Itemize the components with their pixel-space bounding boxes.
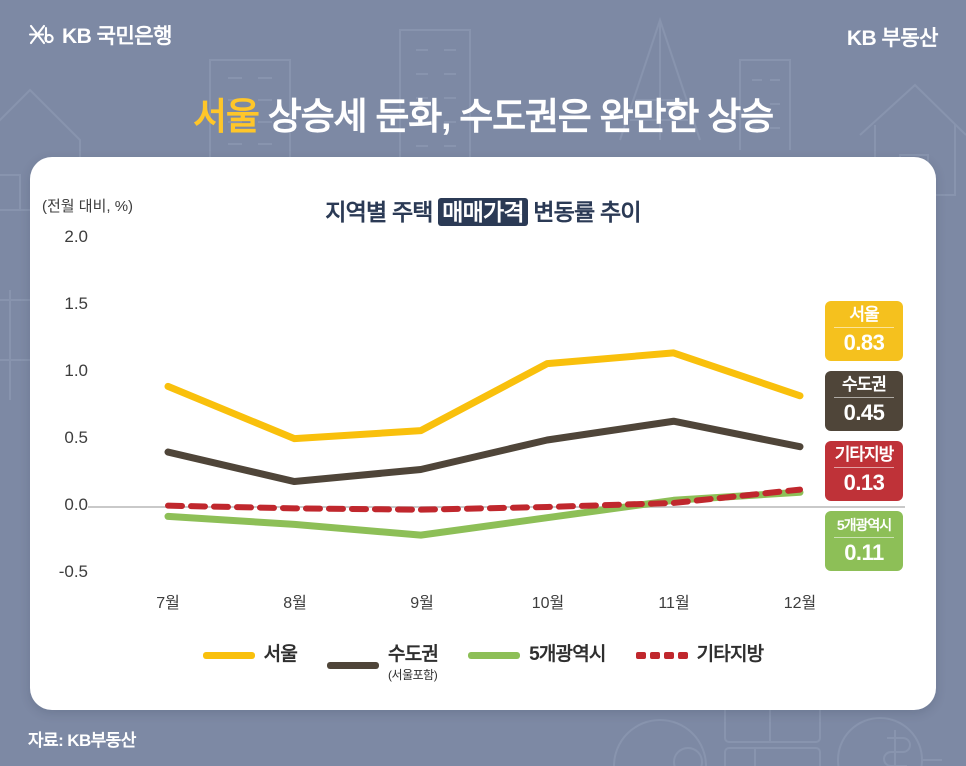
y-tick-label: 0.5 <box>64 428 88 447</box>
badge-divider <box>834 327 894 328</box>
x-tick-label: 12월 <box>783 595 817 612</box>
badge-label: 서울 <box>849 305 879 324</box>
y-tick-label: 1.0 <box>64 361 88 380</box>
legend-item-metro[interactable]: 수도권 (서울포함) <box>327 644 439 685</box>
x-tick-label: 8월 <box>283 595 307 612</box>
legend-swatch-seoul <box>202 651 255 659</box>
x-tick-label: 10월 <box>531 595 565 612</box>
legend-label: 서울 <box>263 644 298 665</box>
kb-bank-logo: KB 국민은행 <box>28 20 172 50</box>
source-note: 자료: KB부동산 <box>28 731 136 750</box>
legend-item-five-metros[interactable]: 5개광역시 <box>468 645 606 665</box>
value-badge-five-metros: 5개광역시 0.11 <box>825 511 903 571</box>
badge-divider <box>834 467 894 468</box>
page-title: 서울 상승세 둔화, 수도권은 완만한 상승 <box>0 86 966 140</box>
legend-item-other-regions[interactable]: 기타지방 <box>635 644 765 665</box>
badge-value: 0.45 <box>843 400 885 425</box>
legend-item-seoul[interactable]: 서울 <box>202 644 298 665</box>
chart-title: 지역별 주택 매매가격 변동률 추이 <box>30 193 936 227</box>
legend-label: 기타지방 <box>696 644 765 665</box>
x-tick-label: 11월 <box>658 595 690 612</box>
kb-bank-name: KB 국민은행 <box>62 25 172 48</box>
y-tick-label: 1.5 <box>64 294 88 313</box>
kb-star-icon <box>28 24 54 45</box>
value-badge-other-regions: 기타지방 0.13 <box>825 441 903 501</box>
chart-title-prefix: 지역별 주택 <box>325 199 439 225</box>
legend-label-main: 수도권 <box>388 644 439 665</box>
chart-legend: 서울 수도권 (서울포함) 5개광역시 기타지방 <box>30 645 936 685</box>
headline-rest: 상승세 둔화, 수도권은 완만한 상승 <box>258 96 774 137</box>
headline-accent: 서울 <box>193 96 260 137</box>
legend-swatch-other-regions <box>635 651 688 659</box>
badge-label: 5개광역시 <box>836 517 892 533</box>
legend-label: 수도권 (서울포함) <box>388 644 439 685</box>
value-badge-seoul: 서울 0.83 <box>825 301 903 361</box>
legend-swatch-five-metros <box>468 651 521 659</box>
chart-title-suffix: 변동률 추이 <box>527 199 641 225</box>
y-tick-label: 0.0 <box>64 495 88 514</box>
value-badge-metro: 수도권 0.45 <box>825 371 903 431</box>
badge-value: 0.83 <box>843 330 885 355</box>
legend-label-sub: (서울포함) <box>388 668 438 682</box>
page-header: KB 국민은행 KB 부동산 <box>0 0 966 72</box>
chart-title-highlight: 매매가격 <box>438 198 528 226</box>
badge-value: 0.13 <box>843 470 885 495</box>
kb-brand-name: KB 부동산 <box>846 27 939 50</box>
y-tick-label: 2.0 <box>64 227 88 246</box>
x-tick-label: 9월 <box>410 595 434 612</box>
y-tick-label: -0.5 <box>58 562 88 581</box>
legend-label: 5개광역시 <box>529 644 606 665</box>
badge-label: 수도권 <box>842 375 887 394</box>
badge-label: 기타지방 <box>834 445 895 464</box>
badge-value: 0.11 <box>844 540 884 565</box>
legend-swatch-metro <box>327 661 380 669</box>
chart-card <box>30 157 936 710</box>
badge-divider <box>834 397 894 398</box>
badge-divider <box>834 537 894 538</box>
x-tick-label: 7월 <box>156 595 180 612</box>
